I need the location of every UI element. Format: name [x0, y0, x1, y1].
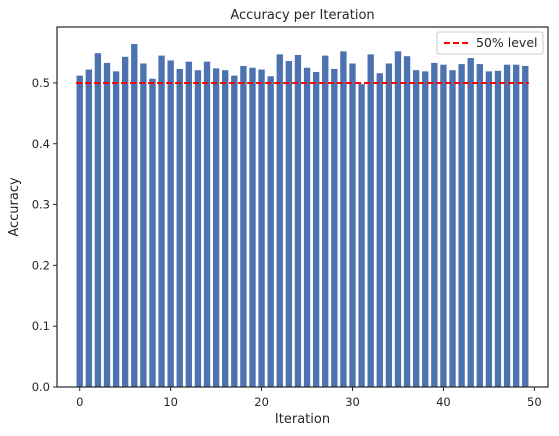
x-ticks-group: 0 10 20 30 40 50: [76, 387, 542, 409]
bar-iteration-40: [440, 64, 447, 387]
chart-title: Accuracy per Iteration: [230, 8, 374, 23]
bar-iteration-48: [512, 64, 520, 387]
bar-iteration-16: [222, 70, 229, 388]
y-tick-label: 0.2: [32, 258, 50, 272]
bar-iteration-23: [285, 61, 293, 388]
x-tick-label: 0: [76, 395, 83, 409]
legend-label: 50% level: [476, 35, 537, 50]
bar-iteration-33: [376, 73, 383, 387]
bar-iteration-12: [185, 61, 193, 387]
bar-iteration-43: [467, 58, 474, 387]
x-tick-label: 30: [345, 395, 360, 409]
bar-iteration-35: [394, 51, 402, 387]
bar-iteration-37: [412, 70, 420, 388]
bar-iteration-47: [503, 64, 511, 387]
legend-box: [436, 31, 544, 55]
bar-iteration-13: [194, 70, 202, 388]
bar-iteration-30: [349, 63, 356, 388]
bar-iteration-42: [458, 64, 465, 387]
bar-iteration-49: [522, 65, 529, 388]
bar-iteration-17: [231, 75, 238, 388]
x-tick-label: 20: [254, 395, 269, 409]
bars-group: [76, 44, 529, 388]
x-tick-label: 10: [163, 395, 178, 409]
y-tick-label: 0.5: [32, 76, 50, 90]
bar-iteration-5: [122, 56, 129, 388]
x-axis-title: Iteration: [275, 412, 330, 427]
bar-iteration-29: [340, 51, 347, 387]
bar-iteration-34: [385, 63, 393, 388]
bar-iteration-1: [85, 69, 92, 387]
bar-iteration-27: [322, 55, 329, 387]
bar-iteration-7: [140, 63, 147, 388]
bar-iteration-46: [494, 70, 502, 387]
bar-iteration-8: [149, 78, 156, 387]
y-tick-label: 0.4: [32, 137, 50, 151]
bar-iteration-22: [276, 54, 283, 388]
y-axis-title: Accuracy: [7, 177, 22, 237]
y-tick-label: 0.1: [32, 319, 50, 333]
bar-iteration-0: [76, 75, 83, 388]
bar-iteration-20: [258, 69, 265, 387]
x-tick-label: 40: [436, 395, 451, 409]
bar-iteration-11: [176, 68, 183, 388]
bar-iteration-24: [294, 54, 302, 387]
bar-iteration-45: [485, 71, 493, 387]
bar-iteration-38: [422, 71, 429, 387]
bar-iteration-26: [312, 72, 320, 387]
bar-iteration-44: [476, 64, 483, 387]
bar-iteration-2: [94, 53, 102, 388]
bar-iteration-39: [431, 62, 438, 387]
plot-frame: [56, 26, 549, 388]
x-tick-label: 50: [527, 395, 542, 409]
legend: 50% level: [436, 31, 544, 55]
bar-iteration-32: [367, 54, 374, 388]
bar-iteration-3: [103, 62, 111, 387]
bar-iteration-28: [331, 68, 338, 388]
bar-iteration-9: [158, 55, 165, 387]
bar-iteration-31: [358, 84, 365, 387]
y-tick-label: 0.3: [32, 198, 50, 212]
bar-iteration-18: [240, 65, 247, 388]
bar-iteration-25: [303, 67, 311, 388]
bar-iteration-21: [267, 76, 274, 387]
bar-iteration-36: [403, 56, 411, 387]
bar-iteration-41: [449, 70, 456, 388]
bar-iteration-10: [167, 60, 174, 387]
y-ticks-group: 0.0 0.1 0.2 0.3 0.4 0.5: [32, 76, 57, 394]
y-tick-label: 0.0: [32, 380, 50, 394]
bar-iteration-15: [212, 68, 220, 387]
bar-iteration-19: [249, 67, 256, 388]
bar-iteration-14: [203, 61, 211, 387]
bar-iteration-4: [112, 71, 120, 387]
bar-iteration-6: [131, 44, 138, 387]
